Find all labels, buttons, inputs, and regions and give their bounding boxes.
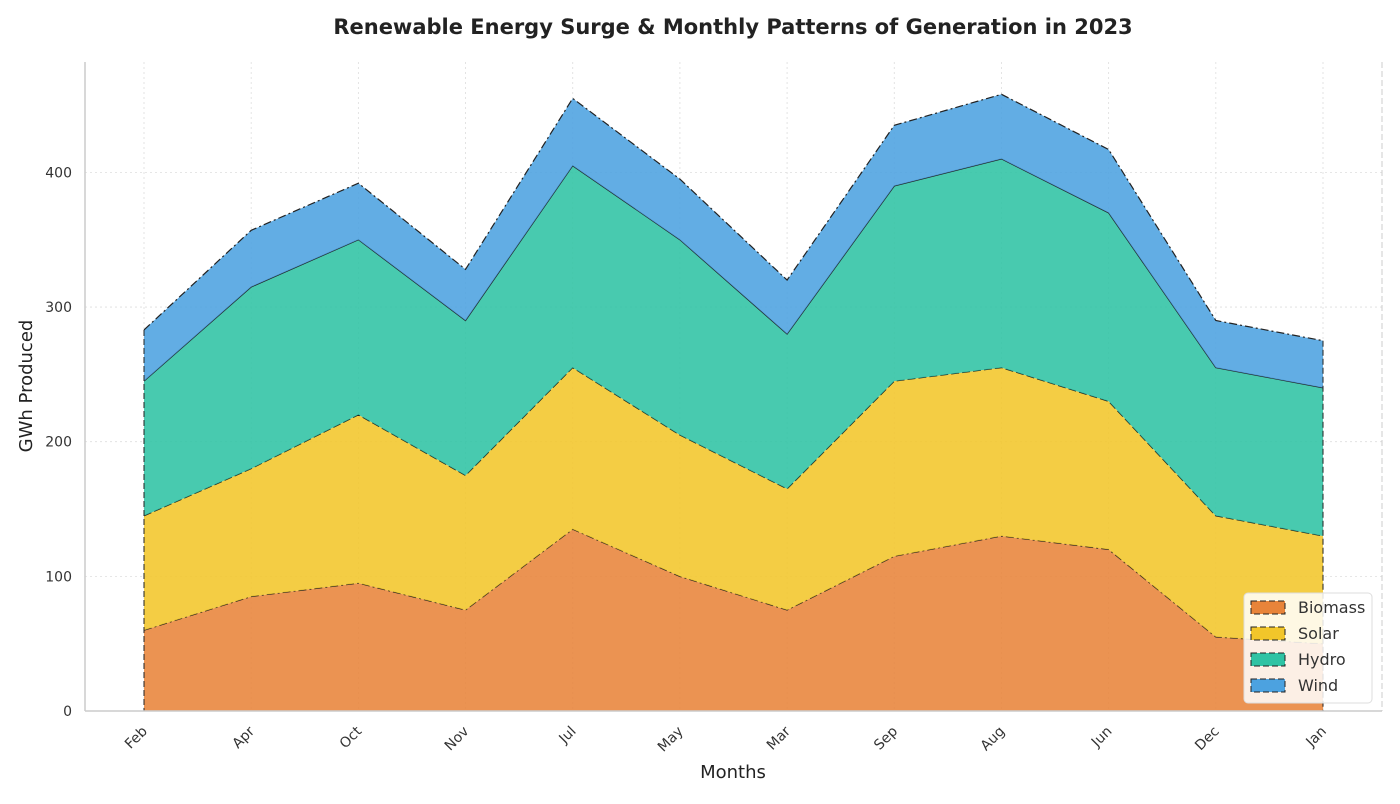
x-axis-title: Months: [700, 762, 766, 783]
y-axis-title: GWh Produced: [16, 320, 37, 453]
y-tick-label: 400: [45, 165, 72, 181]
x-tick-label: Nov: [442, 724, 473, 755]
x-tick-label: Jul: [556, 724, 580, 748]
x-tick-label: Apr: [230, 723, 259, 752]
area-wind: [144, 94, 1323, 388]
y-tick-label: 0: [63, 704, 72, 720]
chart-title: Renewable Energy Surge & Monthly Pattern…: [333, 15, 1132, 39]
area-edge-wind: [143, 93, 1324, 342]
legend-label-wind: Wind: [1298, 676, 1338, 695]
y-tick-label: 200: [45, 435, 72, 451]
y-tick-label: 300: [45, 300, 72, 316]
x-tick-label: May: [655, 724, 687, 756]
legend-swatch-hydro: [1250, 652, 1286, 667]
legend-label-solar: Solar: [1298, 624, 1339, 643]
area-layer: [143, 93, 1324, 711]
area-biomass: [144, 529, 1323, 711]
x-tick-label: Sep: [871, 723, 901, 753]
legend-swatch-wind: [1250, 678, 1286, 693]
legend-label-biomass: Biomass: [1298, 598, 1365, 617]
x-tick-label: Mar: [764, 723, 794, 753]
legend-box: [1243, 592, 1373, 704]
y-tick-label: 100: [45, 569, 72, 585]
x-tick-label: Dec: [1192, 724, 1222, 754]
legend-swatch-biomass: [1250, 600, 1286, 615]
legend-label-hydro: Hydro: [1298, 650, 1346, 669]
x-tick-label: Feb: [122, 723, 151, 752]
x-tick-label: Jan: [1303, 724, 1330, 751]
area-hydro: [144, 158, 1323, 536]
legend-swatch-solar: [1250, 626, 1286, 641]
x-tick-label: Jun: [1088, 724, 1115, 751]
x-tick-label: Aug: [978, 724, 1009, 755]
area-solar: [144, 367, 1323, 644]
x-tick-label: Oct: [337, 723, 366, 752]
legend: Biomass Solar Hydro Wind: [1243, 592, 1373, 704]
